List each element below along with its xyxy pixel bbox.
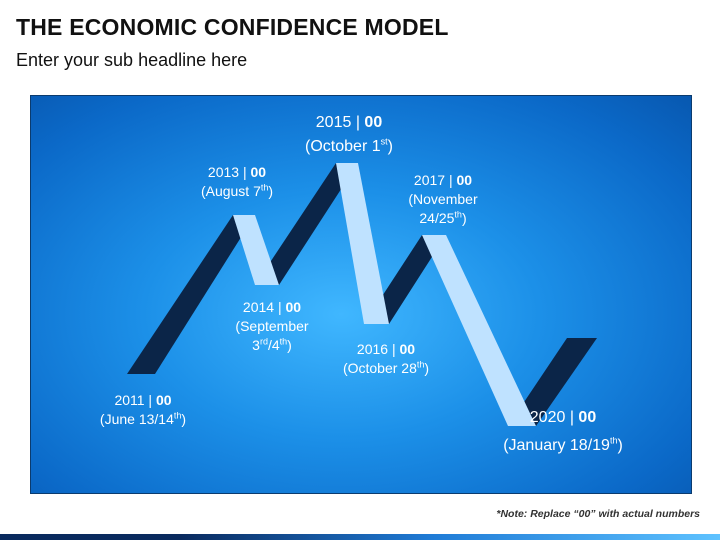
- milestone-2020: 2020 | 00 (January 18/19th): [503, 409, 623, 454]
- milestone-2016: 2016 | 00 (October 28th): [342, 341, 430, 376]
- milestone-year: 2011: [114, 392, 145, 408]
- milestone-date-close: ): [461, 210, 467, 226]
- milestone-date-line1: (September: [235, 318, 309, 334]
- milestone-date-mid: /4: [267, 337, 280, 353]
- milestone-date: (October 1: [305, 138, 381, 155]
- milestone-year: 2017: [413, 172, 446, 188]
- segment-rise-2020: [508, 338, 597, 426]
- milestone-year: 2020: [529, 409, 566, 426]
- milestone-date: 3: [252, 337, 260, 353]
- milestone-date: (January 18/19: [503, 437, 610, 454]
- milestone-value: 00: [250, 164, 267, 180]
- zigzag-diagram: [127, 163, 597, 426]
- segment-fall-2013-2014: [233, 215, 279, 285]
- milestone-year: 2015: [315, 114, 352, 131]
- milestone-date-suffix: rd: [259, 336, 268, 347]
- milestone-2014: 2014 | 00 (September 3rd/4th): [222, 298, 322, 355]
- milestone-value: 00: [285, 299, 302, 315]
- milestone-date-close: ): [181, 411, 187, 427]
- milestone-date-line1: (November: [408, 191, 478, 207]
- milestone-value: 00: [399, 341, 416, 357]
- milestone-date: (June 13/14: [99, 411, 174, 427]
- milestone-value: 00: [155, 392, 172, 408]
- milestone-date-suffix: th: [173, 410, 182, 421]
- milestone-date-close: ): [268, 183, 274, 199]
- diagram-panel: 2015 | 00 (October 1st) 2013 | 00 (Augus…: [30, 95, 692, 494]
- milestone-year: 2014: [242, 299, 275, 315]
- milestone-date-close: ): [387, 138, 393, 155]
- milestone-date: (October 28: [342, 360, 417, 376]
- segment-rise-2011-2013: [127, 215, 255, 374]
- milestone-2015: 2015 | 00 (October 1st): [305, 114, 393, 155]
- milestone-date: (August 7: [200, 183, 261, 199]
- milestone-2017: 2017 | 00 (November 24/25th): [393, 171, 493, 228]
- segment-fall-2017-2020: [422, 235, 536, 426]
- footnote: *Note: Replace “00” with actual numbers: [496, 508, 700, 520]
- milestone-2013: 2013 | 00 (August 7th): [200, 164, 274, 199]
- page-subtitle: Enter your sub headline here: [16, 50, 248, 70]
- milestone-date-suffix: th: [454, 209, 462, 220]
- milestone-date-close: ): [617, 437, 623, 454]
- milestone-date-suffix: th: [416, 359, 425, 370]
- milestone-date-suffix: th: [260, 182, 269, 193]
- milestone-date-suffix: th: [609, 435, 618, 446]
- milestone-year: 2016: [356, 341, 389, 357]
- segment-fall-2015-2016: [336, 163, 389, 324]
- milestone-date-close: ): [287, 337, 292, 353]
- footer-bar: [0, 534, 720, 540]
- milestone-date-suffix: th: [279, 336, 288, 347]
- milestone-year: 2013: [207, 164, 240, 180]
- milestone-value: 00: [456, 172, 473, 188]
- milestone-date: 24/25: [419, 210, 455, 226]
- milestone-value: 00: [364, 114, 383, 131]
- milestone-2011: 2011 | 00 (June 13/14th): [99, 392, 187, 427]
- milestone-date-suffix: st: [380, 136, 388, 147]
- milestone-value: 00: [578, 409, 597, 426]
- page-title: THE ECONOMIC CONFIDENCE MODEL: [16, 14, 449, 40]
- milestone-date-close: ): [424, 360, 430, 376]
- segment-rise-2014-2015: [255, 163, 358, 285]
